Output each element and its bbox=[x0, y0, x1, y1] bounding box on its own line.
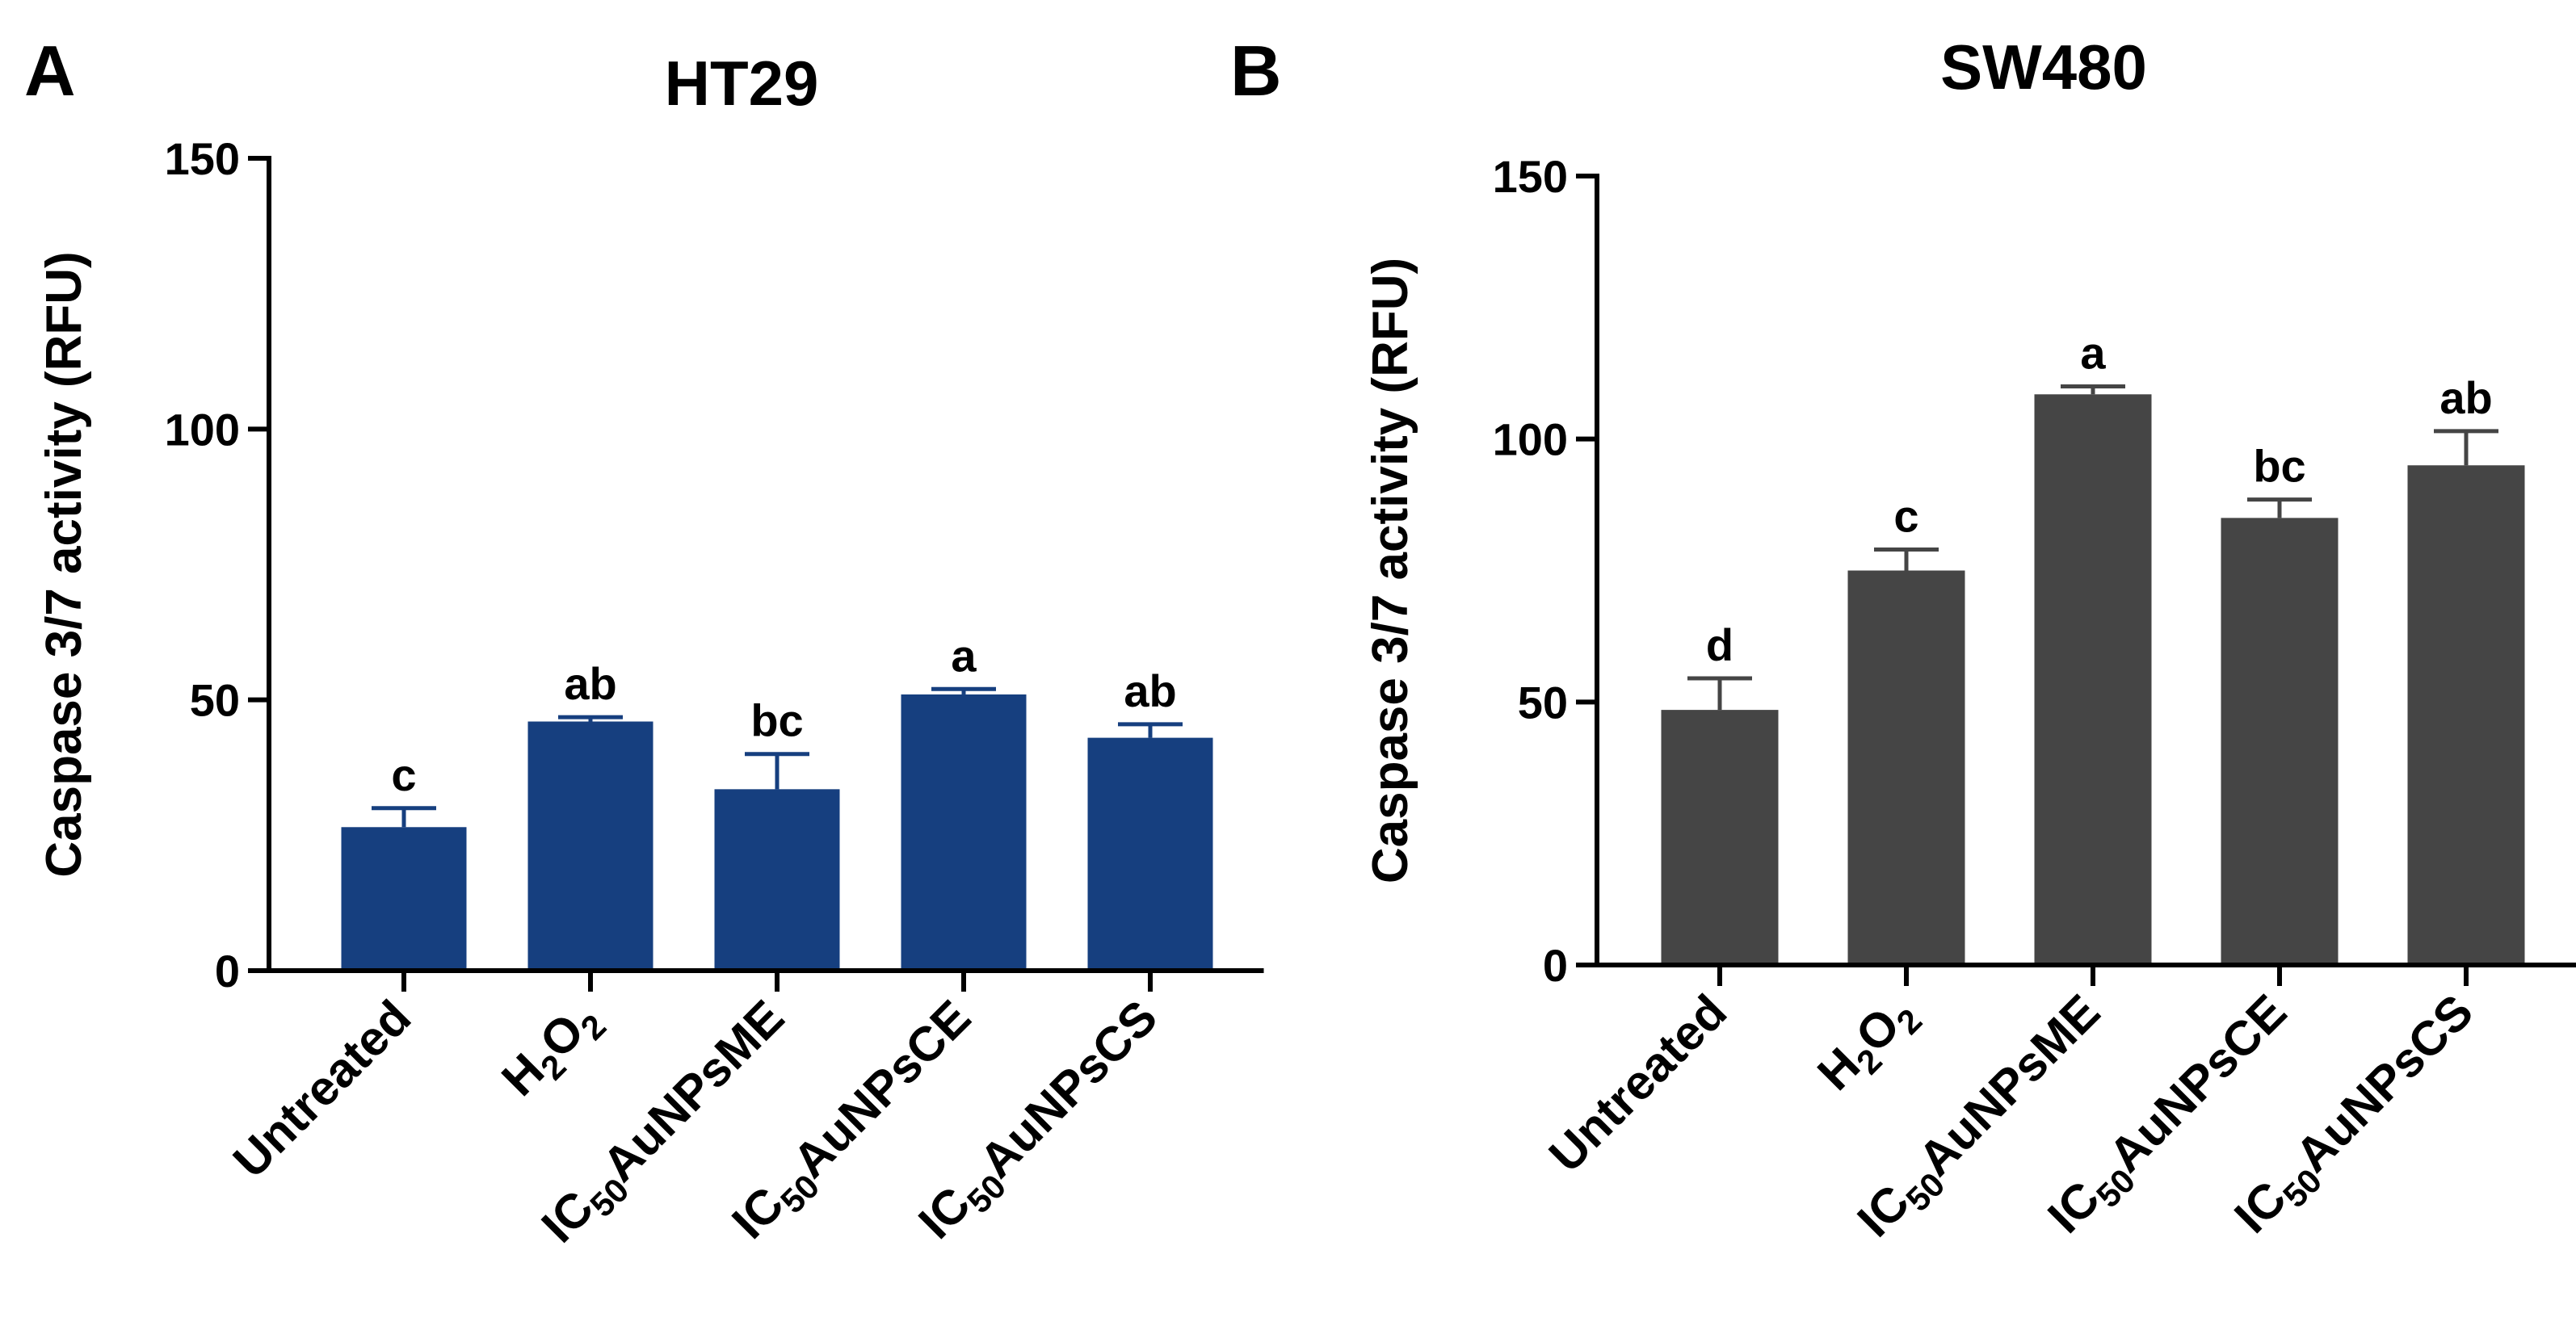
y-tick-label: 50 bbox=[1518, 677, 1568, 728]
x-tick-label: Untreated bbox=[223, 990, 421, 1188]
x-tick-label: Untreated bbox=[1539, 984, 1737, 1182]
y-tick-label: 100 bbox=[1493, 414, 1568, 465]
significance-label: ab bbox=[2439, 372, 2492, 423]
y-tick-label: 150 bbox=[1493, 151, 1568, 202]
panel-letter: B bbox=[1230, 31, 1282, 111]
x-tick-label: H2O2 bbox=[491, 990, 613, 1112]
significance-label: ab bbox=[1124, 665, 1176, 716]
y-tick-label: 0 bbox=[1543, 940, 1568, 991]
significance-label: a bbox=[2080, 328, 2106, 379]
bar bbox=[2407, 465, 2525, 965]
significance-label: ab bbox=[564, 658, 616, 709]
significance-label: d bbox=[1706, 619, 1733, 670]
significance-label: c bbox=[391, 749, 416, 800]
significance-label: bc bbox=[750, 695, 803, 746]
bar bbox=[1661, 710, 1779, 965]
chart-title: SW480 bbox=[1940, 31, 2147, 103]
y-tick-label: 150 bbox=[165, 133, 240, 184]
bar bbox=[1087, 737, 1213, 971]
y-tick-label: 50 bbox=[190, 675, 240, 726]
bar bbox=[2034, 394, 2152, 965]
panel-b-chart: B SW480 Caspase 3/7 activity (RFU) d c a bc ab 0… bbox=[1230, 31, 2576, 1247]
bar bbox=[901, 694, 1027, 971]
panel-letter: A bbox=[24, 31, 76, 111]
significance-label: bc bbox=[2253, 441, 2305, 492]
chart-title: HT29 bbox=[665, 48, 819, 119]
panel-a-chart: A HT29 Caspase 3/7 activity (RFU) c ab bc a ab 0… bbox=[24, 31, 1264, 1252]
bar bbox=[714, 789, 840, 971]
y-axis-label: Caspase 3/7 activity (RFU) bbox=[36, 251, 92, 877]
significance-label: a bbox=[951, 630, 977, 681]
bar bbox=[2221, 518, 2339, 965]
bar bbox=[341, 827, 467, 971]
significance-label: c bbox=[1893, 490, 1918, 541]
y-axis-label: Caspase 3/7 activity (RFU) bbox=[1363, 258, 1418, 883]
x-tick-label: H2O2 bbox=[1807, 984, 1929, 1106]
bar bbox=[1847, 570, 1965, 965]
bar bbox=[527, 721, 653, 971]
y-tick-label: 0 bbox=[215, 946, 240, 996]
y-tick-label: 100 bbox=[165, 404, 240, 455]
